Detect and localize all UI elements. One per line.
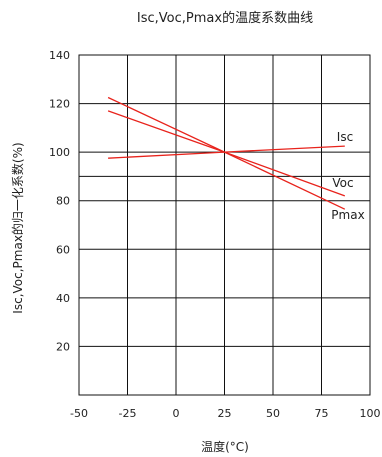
y-tick-label: 60 (56, 243, 70, 256)
series-label-isc: Isc (337, 130, 353, 144)
y-tick-label: 120 (49, 98, 70, 111)
y-tick-label: 80 (56, 195, 70, 208)
series-label-pmax: Pmax (331, 208, 364, 222)
y-tick-label: 100 (49, 146, 70, 159)
series-label-voc: Voc (332, 176, 353, 190)
y-axis-label: Isc,Voc,Pmax的归一化系数(%) (10, 142, 25, 313)
plot-frame (78, 54, 371, 396)
x-axis-label: 温度(°C) (201, 439, 249, 454)
chart-title: Isc,Voc,Pmax的温度系数曲线 (137, 10, 313, 26)
y-tick-label: 20 (56, 340, 70, 353)
y-tick-label: 140 (49, 49, 70, 62)
series-lines (107, 96, 346, 210)
x-tick-label: 100 (360, 407, 381, 420)
x-tick-label: 50 (266, 407, 280, 420)
x-tick-label: -50 (70, 407, 88, 420)
y-tick-label: 40 (56, 292, 70, 305)
series-labels: Isc Voc Pmax (331, 130, 364, 222)
y-tick-labels: 20 40 60 80 100 120 140 (49, 49, 70, 353)
plot-grid (79, 55, 370, 395)
x-tick-label: -25 (119, 407, 137, 420)
x-tick-label: 75 (315, 407, 329, 420)
x-tick-labels: -50 -25 0 25 50 75 100 (70, 407, 380, 420)
x-tick-label: 0 (173, 407, 180, 420)
x-tick-label: 25 (218, 407, 232, 420)
series-line-pmax (107, 96, 346, 210)
